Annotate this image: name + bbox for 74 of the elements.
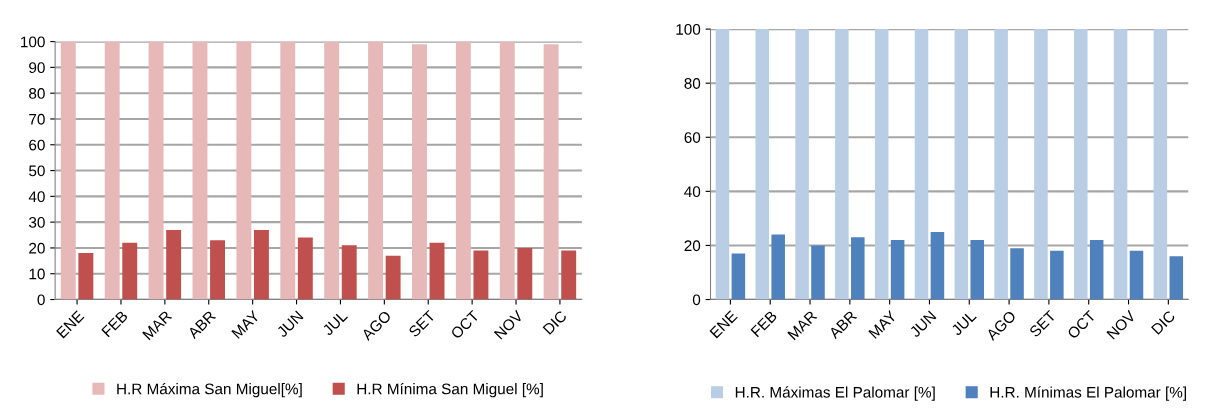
bar [104, 41, 120, 300]
bar [236, 41, 252, 300]
y-tick-label: 70 [29, 113, 45, 125]
y-tick-label: 40 [684, 186, 701, 198]
bar [994, 29, 1008, 300]
bar [874, 29, 889, 300]
x-tick-label: JUL [950, 310, 977, 337]
y-tick-label: 20 [684, 240, 701, 252]
bar [771, 234, 785, 300]
bar [499, 41, 515, 300]
bar [324, 41, 340, 300]
bar [795, 29, 809, 300]
bar [1050, 250, 1064, 300]
y-tick-label: 10 [29, 268, 45, 280]
bar [341, 245, 357, 300]
bar [192, 41, 208, 300]
y-tick-label: 30 [28, 217, 45, 228]
bar [473, 250, 489, 300]
bar [60, 41, 76, 300]
bar [297, 237, 313, 300]
bar [148, 41, 164, 300]
bar [835, 29, 849, 300]
bar [811, 245, 825, 300]
bar [1010, 248, 1024, 300]
y-tick-label: 100 [21, 36, 45, 48]
bar [122, 242, 138, 300]
bar [1169, 256, 1184, 300]
bar [429, 242, 445, 300]
bar [731, 253, 746, 300]
bar [253, 229, 269, 300]
bar [1153, 29, 1168, 300]
bar [561, 250, 577, 300]
bar [715, 29, 730, 300]
legend-label: H.R. Mínimas El Palomar [%] [990, 386, 1186, 401]
bar [914, 29, 929, 300]
bar [930, 231, 945, 300]
bar [1073, 29, 1088, 300]
bar [1034, 29, 1048, 300]
y-tick-label: 100 [676, 23, 701, 35]
bar [1089, 240, 1104, 300]
bar [755, 29, 770, 300]
bar [1113, 29, 1128, 300]
y-tick-label: 90 [29, 62, 45, 74]
bar [412, 44, 427, 300]
legend-label: H.R Máxima San Miguel[%] [117, 382, 302, 398]
x-tick-label: DIC [542, 309, 568, 335]
bar [543, 44, 559, 300]
bar [78, 253, 94, 300]
y-tick-label: 0 [692, 294, 701, 306]
x-tick-label: DIC [1150, 309, 1176, 335]
y-tick-label: 60 [684, 132, 701, 143]
y-tick-label: 0 [37, 294, 45, 306]
y-tick-label: 80 [684, 78, 701, 89]
legend-label: H.R. Máximas El Palomar [%] [735, 386, 935, 401]
y-tick-label: 80 [29, 88, 45, 99]
y-tick-label: 20 [29, 242, 45, 254]
bar [455, 41, 471, 300]
bar [1129, 250, 1144, 300]
bar [890, 240, 905, 300]
legend-label: H.R Mínima San Miguel [%] [357, 382, 543, 398]
bar [851, 237, 865, 300]
bar [954, 29, 969, 300]
x-tick-label: JUL [321, 310, 349, 337]
bar [385, 255, 401, 300]
bar [368, 41, 384, 300]
bar [970, 240, 985, 300]
y-tick-label: 60 [29, 139, 45, 151]
x-tick-label: FEB [750, 310, 778, 338]
y-tick-label: 50 [29, 165, 45, 177]
y-tick-label: 40 [28, 191, 45, 203]
bar [210, 240, 225, 300]
bar [166, 229, 182, 300]
bar [280, 41, 296, 300]
bar [517, 247, 533, 300]
